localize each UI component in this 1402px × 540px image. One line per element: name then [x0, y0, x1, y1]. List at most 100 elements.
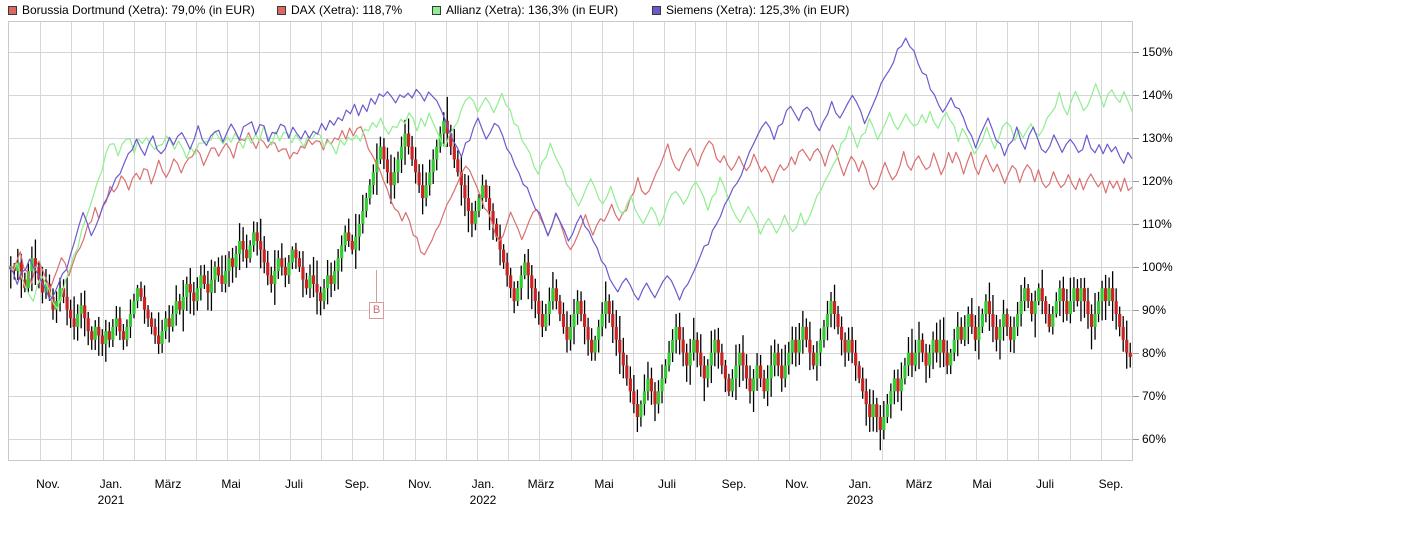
gridline-vertical — [103, 22, 104, 460]
gridline-vertical — [446, 22, 447, 460]
legend-color-swatch — [652, 5, 661, 15]
gridline-horizontal — [9, 439, 1132, 440]
x-axis-year: 2021 — [97, 493, 125, 507]
y-axis: 150% 140% 130% 120% 110% 100% 90% 80% 70% 60% — [1133, 21, 1213, 461]
chart-plot-area: B — [8, 21, 1133, 461]
legend-item-borussia-dortmund[interactable]: Borussia Dortmund (Xetra): 79,0% (in EUR… — [8, 0, 255, 20]
x-axis-label: Nov. — [408, 478, 432, 491]
series-line-allianz — [9, 83, 1132, 310]
legend-color-swatch — [432, 5, 441, 15]
x-axis-label: Sep. — [722, 478, 747, 491]
x-axis-label: Mai — [221, 478, 240, 491]
legend-item-allianz[interactable]: Allianz (Xetra): 136,3% (in EUR) — [432, 0, 618, 20]
x-axis-month: Jan. — [471, 477, 495, 491]
y-axis-tick — [1133, 95, 1139, 96]
y-axis-tick — [1133, 181, 1139, 182]
gridline-horizontal — [9, 138, 1132, 139]
series-canvas — [9, 37, 1132, 451]
x-axis-label: Jan. 2021 — [98, 478, 125, 507]
series-line-siemens — [9, 37, 1132, 301]
x-axis-month: Juli — [1035, 477, 1055, 491]
legend-item-siemens[interactable]: Siemens (Xetra): 125,3% (in EUR) — [652, 0, 849, 20]
y-axis-label: 150% — [1142, 45, 1173, 59]
gridline-vertical — [415, 22, 416, 460]
gridline-horizontal — [9, 267, 1132, 268]
legend-item-dax[interactable]: DAX (Xetra): 118,7% — [277, 0, 402, 20]
x-axis-label: Juli — [285, 478, 303, 491]
gridline-vertical — [477, 22, 478, 460]
x-axis-month: Mai — [221, 477, 241, 491]
gridline-vertical — [508, 22, 509, 460]
gridline-vertical — [882, 22, 883, 460]
gridline-vertical — [633, 22, 634, 460]
x-axis-month: Sep. — [344, 477, 370, 491]
gridline-vertical — [227, 22, 228, 460]
gridline-vertical — [789, 22, 790, 460]
x-axis-label: Juli — [658, 478, 676, 491]
legend-item-label: Siemens (Xetra): 125,3% (in EUR) — [666, 2, 850, 17]
gridline-vertical — [134, 22, 135, 460]
y-axis-tick — [1133, 224, 1139, 225]
x-axis-month: Juli — [657, 477, 677, 491]
x-axis-label: Juli — [1036, 478, 1054, 491]
y-axis-label: 80% — [1142, 346, 1167, 360]
legend-item-label: Borussia Dortmund (Xetra): 79,0% (in EUR… — [22, 2, 255, 17]
x-axis-label: Mai — [594, 478, 613, 491]
gridline-vertical — [602, 22, 603, 460]
gridline-vertical — [976, 22, 977, 460]
x-axis-month: Sep. — [721, 477, 747, 491]
gridline-vertical — [165, 22, 166, 460]
y-axis-label: 60% — [1142, 432, 1167, 446]
x-axis: Nov. Jan. 2021 März Mai Juli Sep. Nov. Jan. 2022 M… — [8, 462, 1133, 522]
x-axis-label: März — [155, 478, 182, 491]
x-axis-month: Sep. — [1098, 477, 1124, 491]
y-axis-tick — [1133, 310, 1139, 311]
gridline-vertical — [539, 22, 540, 460]
gridline-horizontal — [9, 224, 1132, 225]
gridline-horizontal — [9, 310, 1132, 311]
event-marker-stem — [376, 270, 377, 303]
gridline-vertical — [820, 22, 821, 460]
y-axis-tick — [1133, 267, 1139, 268]
x-axis-year: 2023 — [846, 493, 874, 507]
x-axis-month: Nov. — [36, 477, 60, 491]
gridline-vertical — [40, 22, 41, 460]
y-axis-label: 70% — [1142, 389, 1167, 403]
gridline-vertical — [1038, 22, 1039, 460]
y-axis-label: 90% — [1142, 303, 1167, 317]
gridline-vertical — [571, 22, 572, 460]
y-axis-tick — [1133, 353, 1139, 354]
legend-item-label: DAX (Xetra): 118,7% — [291, 2, 403, 17]
x-axis-month: März — [905, 477, 933, 491]
x-axis-label: Jan. 2022 — [470, 478, 497, 507]
x-axis-month: Nov. — [785, 477, 809, 491]
gridline-vertical — [695, 22, 696, 460]
gridline-vertical — [851, 22, 852, 460]
y-axis-tick — [1133, 396, 1139, 397]
gridline-vertical — [945, 22, 946, 460]
x-axis-label: Sep. — [345, 478, 370, 491]
y-axis-tick — [1133, 52, 1139, 53]
event-marker-b[interactable]: B — [369, 302, 384, 319]
x-axis-month: Jan. — [848, 477, 872, 491]
gridline-vertical — [914, 22, 915, 460]
gridline-horizontal — [9, 396, 1132, 397]
gridline-horizontal — [9, 353, 1132, 354]
x-axis-label: Nov. — [36, 478, 60, 491]
gridline-vertical — [1101, 22, 1102, 460]
y-axis-tick — [1133, 439, 1139, 440]
gridline-vertical — [758, 22, 759, 460]
gridline-vertical — [726, 22, 727, 460]
y-axis-label: 110% — [1142, 217, 1172, 231]
gridline-vertical — [1007, 22, 1008, 460]
gridline-horizontal — [9, 95, 1132, 96]
x-axis-label: März — [906, 478, 933, 491]
legend-color-swatch — [277, 5, 286, 15]
gridline-vertical — [196, 22, 197, 460]
x-axis-year: 2022 — [469, 493, 497, 507]
x-axis-month: Mai — [594, 477, 614, 491]
x-axis-month: Nov. — [408, 477, 432, 491]
gridline-vertical — [321, 22, 322, 460]
x-axis-month: Jan. — [99, 477, 123, 491]
